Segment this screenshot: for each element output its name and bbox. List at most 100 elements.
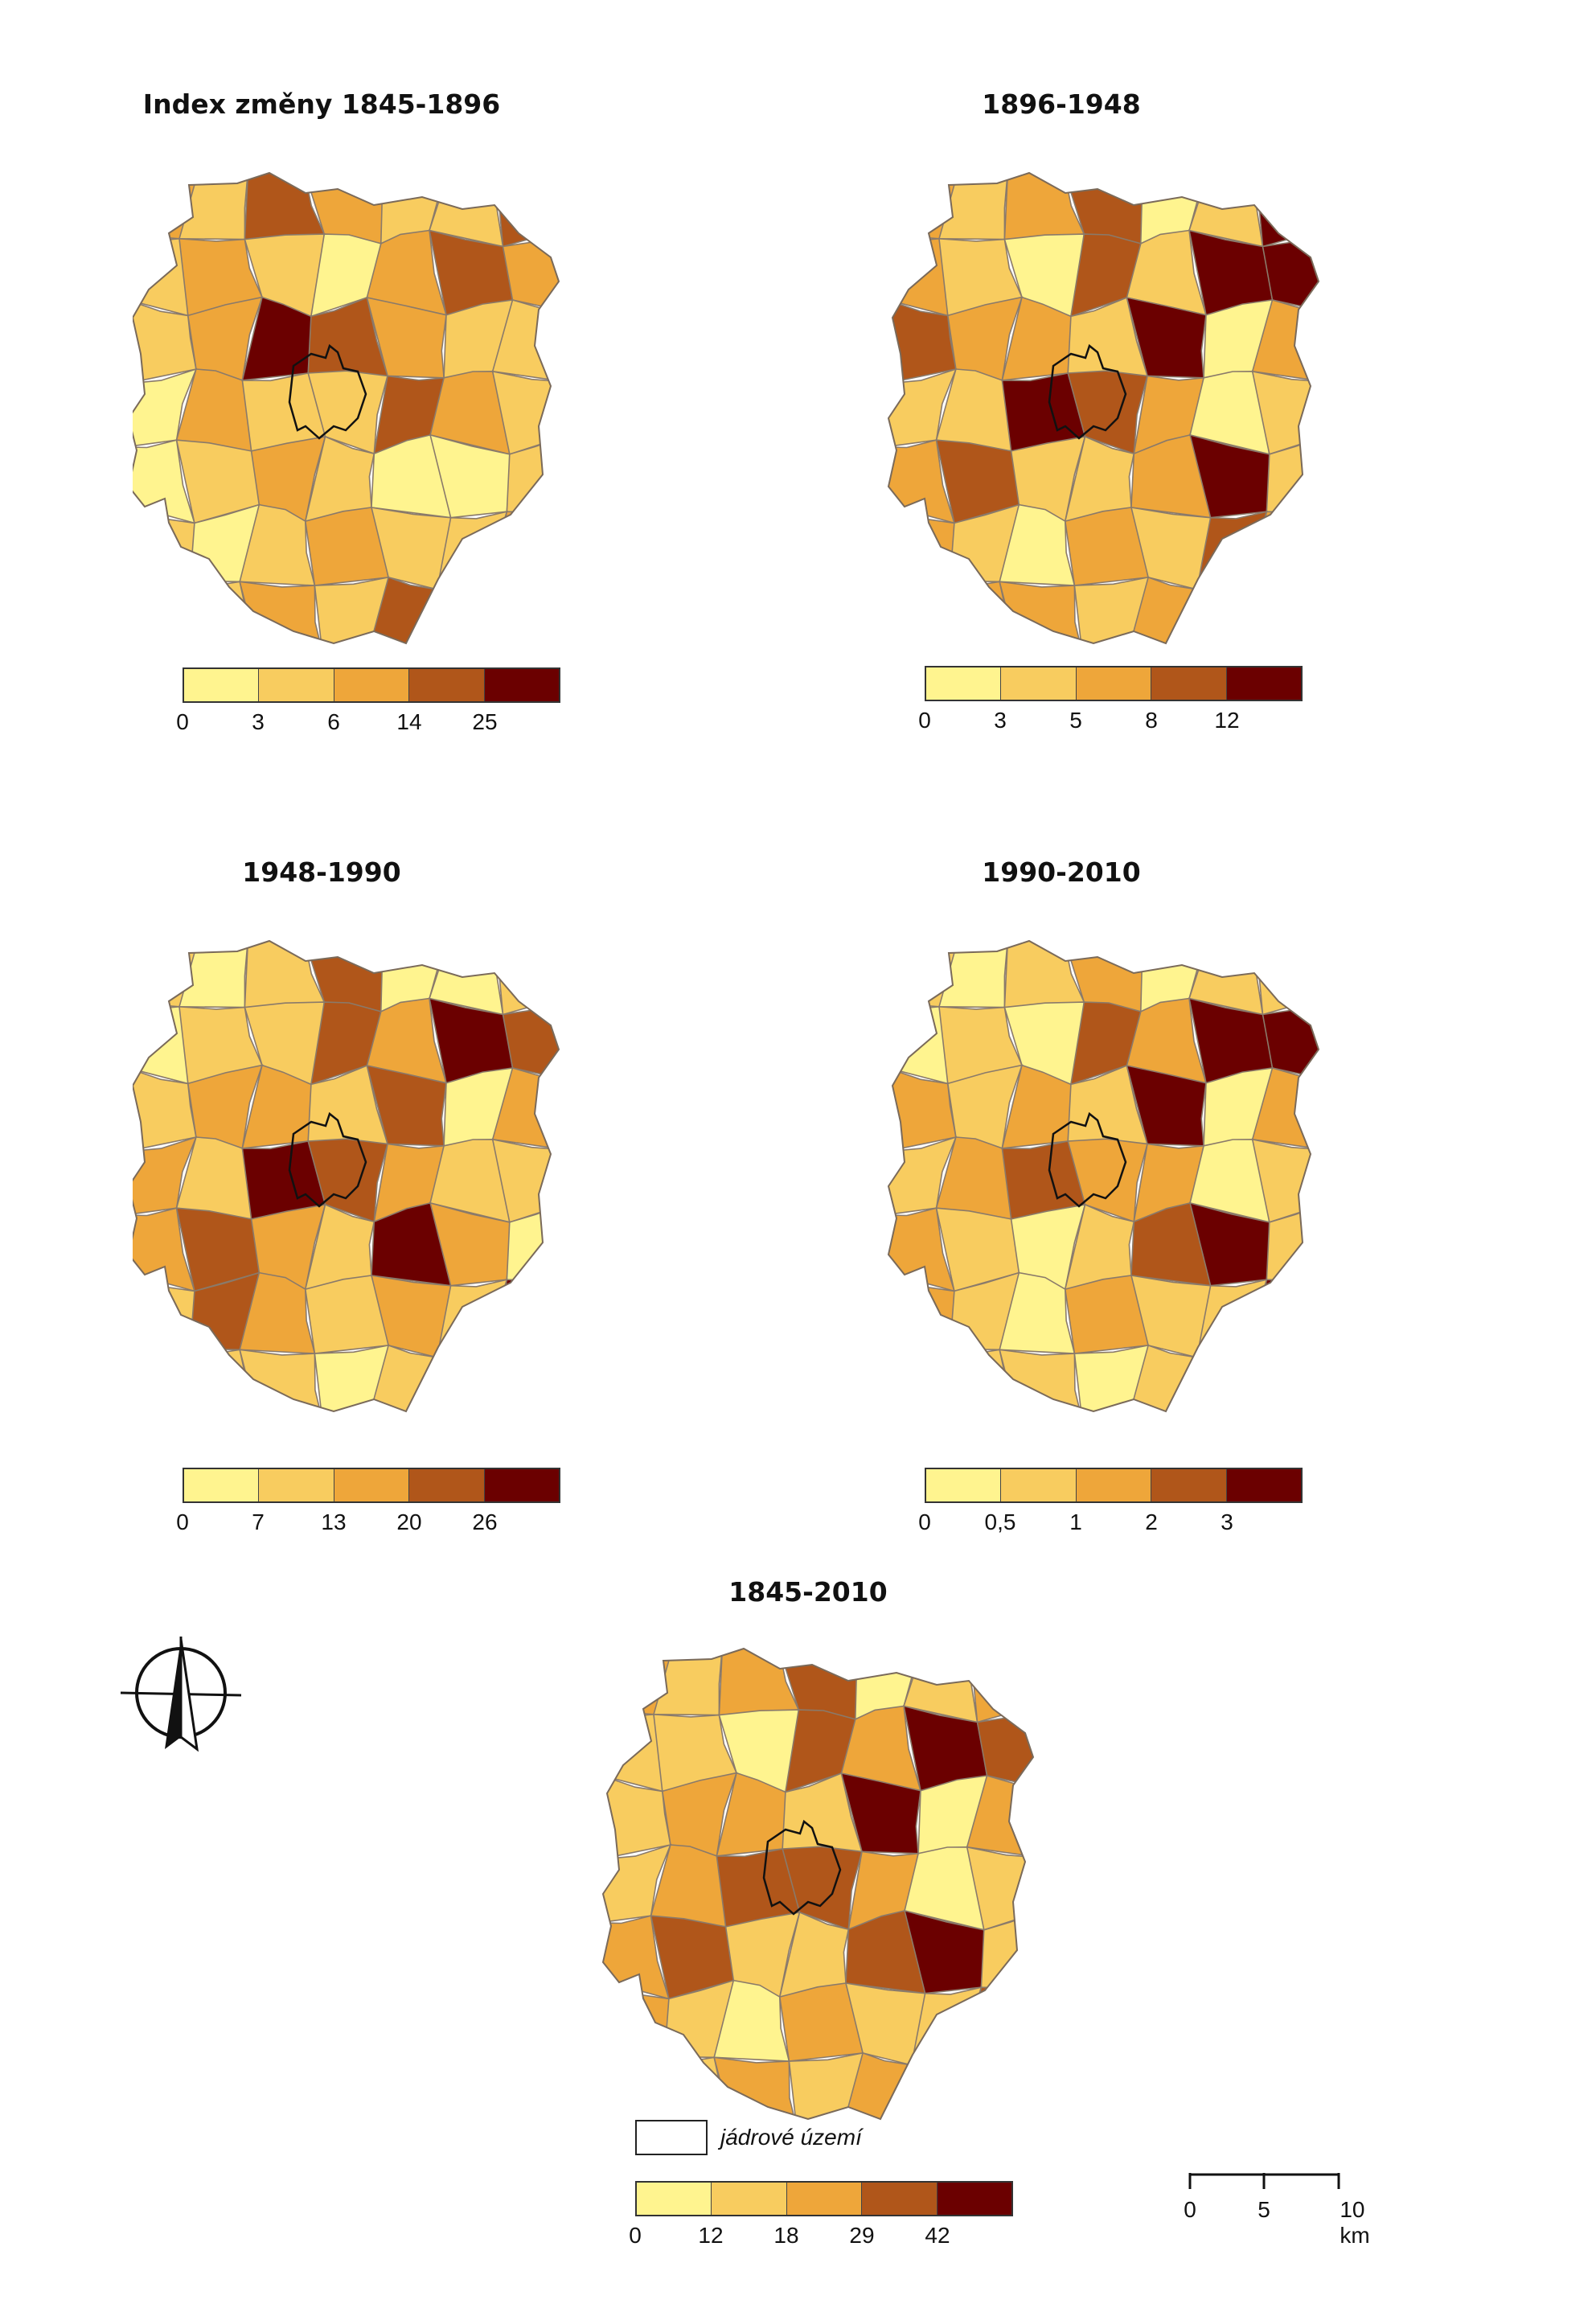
legend-swatch <box>637 2183 712 2215</box>
municipality <box>1193 573 1275 643</box>
legend-color-bar <box>925 1468 1303 1503</box>
municipality <box>244 173 326 240</box>
municipality <box>494 173 559 248</box>
municipality <box>492 1341 559 1411</box>
legend-swatch <box>184 1469 260 1501</box>
legend-color-bar <box>925 666 1303 701</box>
legend-break-label: 0 <box>918 708 931 733</box>
municipality <box>937 941 1009 1008</box>
municipality <box>133 1348 191 1411</box>
municipality <box>652 1649 724 1716</box>
municipality <box>1254 941 1319 1016</box>
legend-labels: 0 3 5 8 12 <box>918 708 1303 740</box>
legend-swatch <box>1001 1469 1077 1501</box>
municipality <box>133 1066 197 1153</box>
legend-swatch <box>1076 667 1152 700</box>
municipality <box>1252 1341 1319 1411</box>
municipalities <box>133 173 559 643</box>
municipality <box>603 1709 663 1793</box>
municipality <box>603 1773 671 1861</box>
legend-swatch <box>1151 1469 1227 1501</box>
core-territory-outline <box>1048 1111 1127 1208</box>
core-territory-outline <box>288 1111 367 1208</box>
map-panel-1845-2010: 1845-2010 0 12 18 29 42 <box>583 1576 1226 2300</box>
municipality <box>178 173 249 240</box>
municipality <box>888 298 957 385</box>
region-outline <box>887 171 1320 645</box>
municipality <box>966 2048 1033 2119</box>
choropleth-map <box>133 171 560 645</box>
municipality <box>492 511 559 593</box>
north-arrow-icon <box>120 1637 242 1752</box>
municipality <box>1252 573 1319 643</box>
municipality <box>888 580 951 643</box>
panel-title: 1845-2010 <box>728 1576 888 1608</box>
municipality <box>888 1066 957 1153</box>
legend-break-label: 29 <box>849 2223 875 2248</box>
legend-swatch <box>259 1469 334 1501</box>
municipality <box>494 941 559 1016</box>
panel-title: 1896-1948 <box>982 88 1141 120</box>
legend-break-label: 0 <box>176 1509 189 1534</box>
municipality <box>999 1349 1083 1411</box>
choropleth-map <box>887 939 1320 1413</box>
municipalities <box>603 1649 1033 2119</box>
legend-labels: 0 3 6 14 25 <box>176 709 560 741</box>
legend-swatch <box>712 2183 787 2215</box>
scale-label-10km: 10 km <box>1340 2197 1370 2248</box>
municipality <box>969 1649 1033 1723</box>
municipality <box>433 1341 515 1411</box>
legend-swatch <box>1151 667 1227 700</box>
municipality <box>239 581 323 643</box>
municipality <box>1003 173 1085 240</box>
legend-color-bar <box>183 667 560 703</box>
municipality <box>1193 1341 1275 1411</box>
legend-swatch <box>184 669 260 701</box>
legend-swatch <box>1076 1469 1152 1501</box>
core-territory-swatch <box>635 2120 708 2155</box>
region-outline <box>133 939 560 1413</box>
municipality <box>888 1001 949 1085</box>
municipality <box>888 1348 951 1411</box>
legend-swatch <box>937 2183 1012 2215</box>
municipality <box>937 173 1009 240</box>
legend-break-label: 6 <box>327 709 340 734</box>
legend-break-label: 7 <box>252 1509 265 1534</box>
legend-break-label: 1 <box>1069 1509 1082 1534</box>
region-outline <box>133 171 560 645</box>
region-outline <box>887 939 1320 1413</box>
legend-break-label: 3 <box>994 708 1007 733</box>
municipality <box>1254 173 1319 248</box>
scale-bar: 0 5 10 km <box>1182 2171 1370 2248</box>
choropleth-map <box>887 171 1320 645</box>
legend-swatch <box>1226 667 1302 700</box>
panel-title: 1948-1990 <box>242 856 401 888</box>
legend: 0 3 6 14 25 <box>176 667 560 741</box>
legend-break-label: 13 <box>321 1509 347 1534</box>
municipality <box>433 573 515 643</box>
municipality <box>718 1649 800 1716</box>
map-panel-1990-2010: 1990-2010 0 0,5 1 2 3 <box>872 856 1516 1580</box>
legend-break-label: 25 <box>472 709 498 734</box>
legend-break-label: 12 <box>698 2223 724 2248</box>
legend: 0 12 18 29 42 <box>629 2181 1013 2255</box>
legend-break-label: 14 <box>396 709 422 734</box>
legend-swatch <box>409 1469 485 1501</box>
scale-bar-line <box>1188 2173 1340 2189</box>
legend: 0 3 5 8 12 <box>918 666 1303 740</box>
legend-swatch <box>259 669 334 701</box>
municipality <box>966 1986 1033 2068</box>
legend-color-bar <box>183 1468 560 1503</box>
legend-break-label: 8 <box>1145 708 1158 733</box>
municipality <box>713 2056 798 2119</box>
legend-swatch <box>484 1469 560 1501</box>
legend-swatch <box>334 1469 410 1501</box>
legend-swatch <box>926 1469 1002 1501</box>
municipalities <box>888 173 1319 643</box>
municipality <box>603 2056 666 2119</box>
municipality <box>492 573 559 643</box>
map-panel-1845-1896: Index změny 1845-1896 0 3 6 14 25 <box>133 88 776 812</box>
municipality <box>999 581 1083 643</box>
legend-break-label: 12 <box>1214 708 1240 733</box>
core-territory-label: jádrové území <box>720 2125 862 2150</box>
